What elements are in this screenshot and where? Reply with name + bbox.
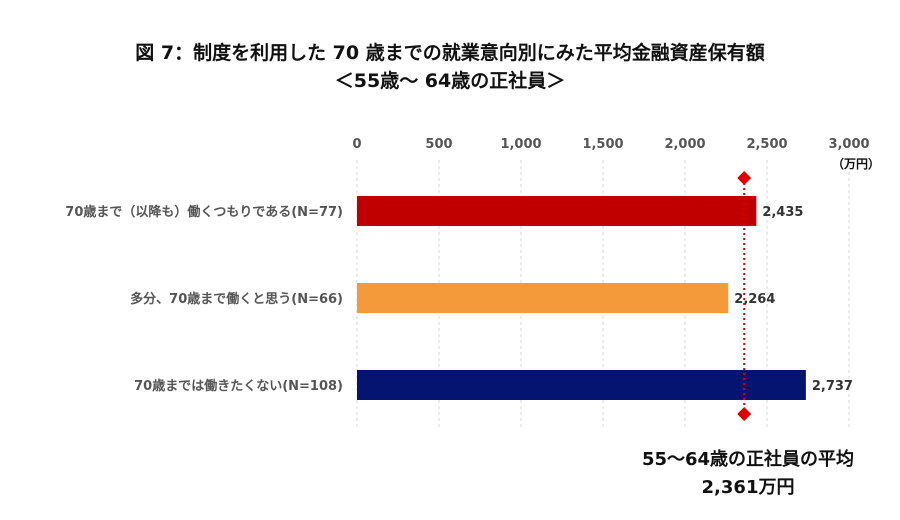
data-label: 2,737 [812,379,853,394]
data-label: 2,435 [762,205,803,220]
x-tick-label: 2,000 [664,137,705,152]
average-label: 55～64歳の正社員の平均 [641,449,855,470]
x-tick-label: 500 [425,137,452,152]
x-tick-label: 1,000 [500,137,541,152]
category-label: 70歳まで（以降も）働くつもりである(N=77) [65,204,343,220]
chart-title-line2: ＜55歳～ 64歳の正社員＞ [334,70,566,92]
x-tick-label: 2,500 [746,137,787,152]
x-tick-label: 1,500 [582,137,623,152]
average-value-label: 2,361万円 [701,477,795,498]
category-label: 70歳までは働きたくない(N=108) [134,378,343,394]
bar [357,196,757,226]
data-label: 2,264 [734,292,775,307]
reference-marker-top [737,171,752,185]
chart-title-line1: 図 7：制度を利用した 70 歳までの就業意向別にみた平均金融資産保有額 [135,42,765,64]
reference-marker-bottom [737,407,752,421]
x-axis-unit: （万円） [832,156,880,171]
bar [357,283,729,313]
bar [357,370,806,400]
x-tick-label: 3,000 [828,137,869,152]
category-label: 多分、70歳まで働くと思う(N=66) [130,291,343,307]
x-tick-label: 0 [352,137,361,152]
